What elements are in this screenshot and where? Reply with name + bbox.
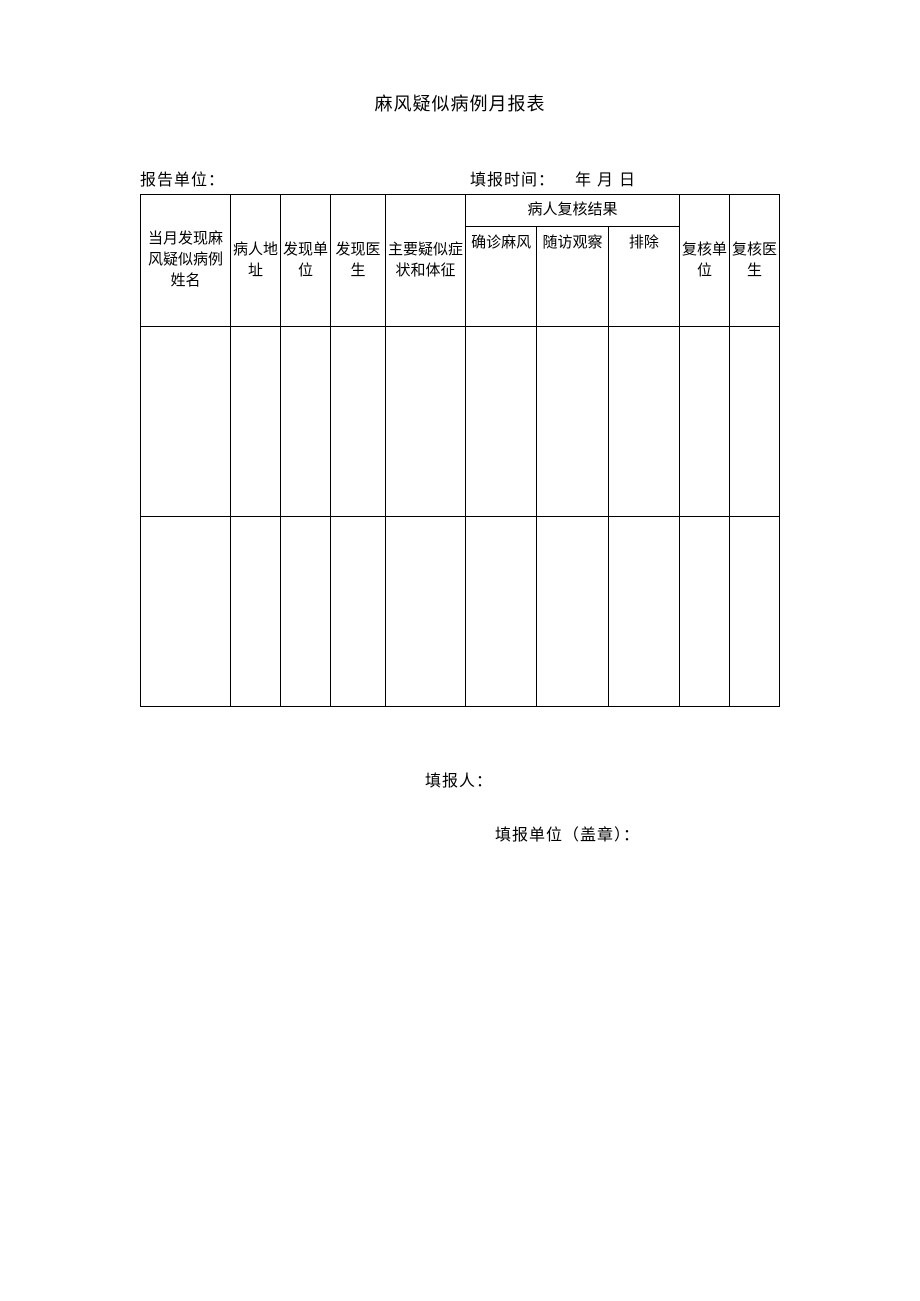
col-review-group: 病人复核结果: [466, 195, 680, 227]
cell-addr[interactable]: [231, 517, 281, 707]
filler-label: 填报人：: [140, 767, 780, 791]
table-row: [141, 327, 780, 517]
cell-r3[interactable]: [608, 517, 679, 707]
fill-time-label: 填报时间：: [470, 172, 555, 189]
fill-time: 填报时间： 年 月 日: [460, 166, 780, 190]
cell-unit[interactable]: [281, 517, 331, 707]
table-row: [141, 517, 780, 707]
col-review-confirm: 确诊麻风: [466, 227, 537, 327]
meta-row: 报告单位： 填报时间： 年 月 日: [140, 166, 780, 190]
cell-r2[interactable]: [537, 517, 608, 707]
col-doctor: 发现医生: [331, 195, 386, 327]
cell-unit[interactable]: [281, 327, 331, 517]
cell-r3[interactable]: [608, 327, 679, 517]
cell-rdoc[interactable]: [730, 327, 780, 517]
cell-r1[interactable]: [466, 517, 537, 707]
fill-time-date: 年 月 日: [575, 172, 636, 189]
footer: 填报人： 填报单位（盖章）：: [140, 767, 780, 845]
cell-runit[interactable]: [680, 517, 730, 707]
col-review-exclude: 排除: [608, 227, 679, 327]
cell-symptom[interactable]: [386, 517, 466, 707]
report-table: 当月发现麻风疑似病例姓名 病人地址 发现单位 发现医生 主要疑似症状和体征 病人…: [140, 194, 780, 707]
cell-addr[interactable]: [231, 327, 281, 517]
cell-runit[interactable]: [680, 327, 730, 517]
reporting-unit-label: 报告单位：: [140, 166, 460, 190]
col-name: 当月发现麻风疑似病例姓名: [141, 195, 231, 327]
cell-doctor[interactable]: [331, 517, 386, 707]
cell-doctor[interactable]: [331, 327, 386, 517]
cell-name[interactable]: [141, 517, 231, 707]
col-symptom: 主要疑似症状和体征: [386, 195, 466, 327]
col-review-follow: 随访观察: [537, 227, 608, 327]
col-review-doctor: 复核医生: [730, 195, 780, 327]
cell-symptom[interactable]: [386, 327, 466, 517]
table-header-row-1: 当月发现麻风疑似病例姓名 病人地址 发现单位 发现医生 主要疑似症状和体征 病人…: [141, 195, 780, 227]
cell-rdoc[interactable]: [730, 517, 780, 707]
col-review-unit: 复核单位: [680, 195, 730, 327]
filler-unit-label: 填报单位（盖章）：: [140, 821, 780, 845]
cell-name[interactable]: [141, 327, 231, 517]
col-addr: 病人地址: [231, 195, 281, 327]
page-title: 麻风疑似病例月报表: [140, 90, 780, 116]
cell-r1[interactable]: [466, 327, 537, 517]
col-unit: 发现单位: [281, 195, 331, 327]
cell-r2[interactable]: [537, 327, 608, 517]
